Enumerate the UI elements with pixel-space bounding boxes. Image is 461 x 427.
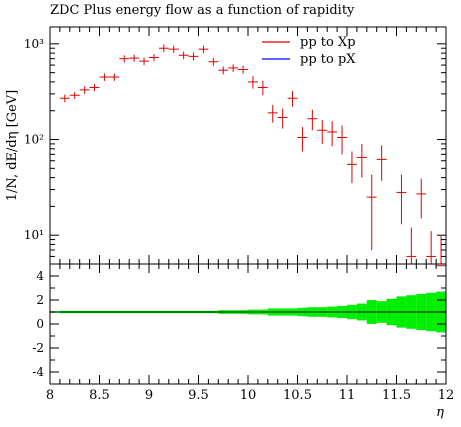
x-tick-label: 8 (46, 388, 54, 403)
ratio-tick-label: 2 (36, 293, 44, 307)
y-axis-label: 1/N, dE/dη [GeV] (5, 90, 20, 202)
ratio-tick-label: -4 (32, 365, 44, 379)
chart-title: ZDC Plus energy flow as a function of ra… (50, 3, 355, 18)
y-tick-label: 10³ (24, 37, 44, 51)
ratio-panel (50, 291, 446, 333)
x-tick-label: 10 (240, 388, 257, 403)
x-tick-label: 9.5 (188, 388, 209, 403)
legend-label: pp to pX (300, 52, 356, 67)
axes: 8 8.5 9 9.5 10 10.5 11 11.5 12 η 10¹ 10² 10³ 1/N, dE/… (5, 26, 455, 420)
legend-label: pp to Xp (300, 35, 356, 50)
x-tick-label: 12 (438, 388, 455, 403)
y-tick-label: 10² (24, 133, 44, 147)
ratio-tick-label: -2 (32, 341, 44, 355)
y-tick-label: 10¹ (24, 228, 44, 242)
x-tick-label: 9 (145, 388, 153, 403)
main-panel (59, 44, 446, 267)
legend: pp to Xp pp to pX (262, 35, 356, 67)
main-frame (49, 26, 447, 265)
x-axis-label: η (436, 405, 444, 420)
ratio-tick-label: 0 (36, 317, 44, 331)
ratio-tick-label: 4 (36, 269, 44, 283)
x-tick-label: 10.5 (283, 388, 312, 403)
x-tick-label: 11 (339, 388, 356, 403)
x-tick-label: 8.5 (89, 388, 110, 403)
x-tick-label: 11.5 (382, 388, 411, 403)
